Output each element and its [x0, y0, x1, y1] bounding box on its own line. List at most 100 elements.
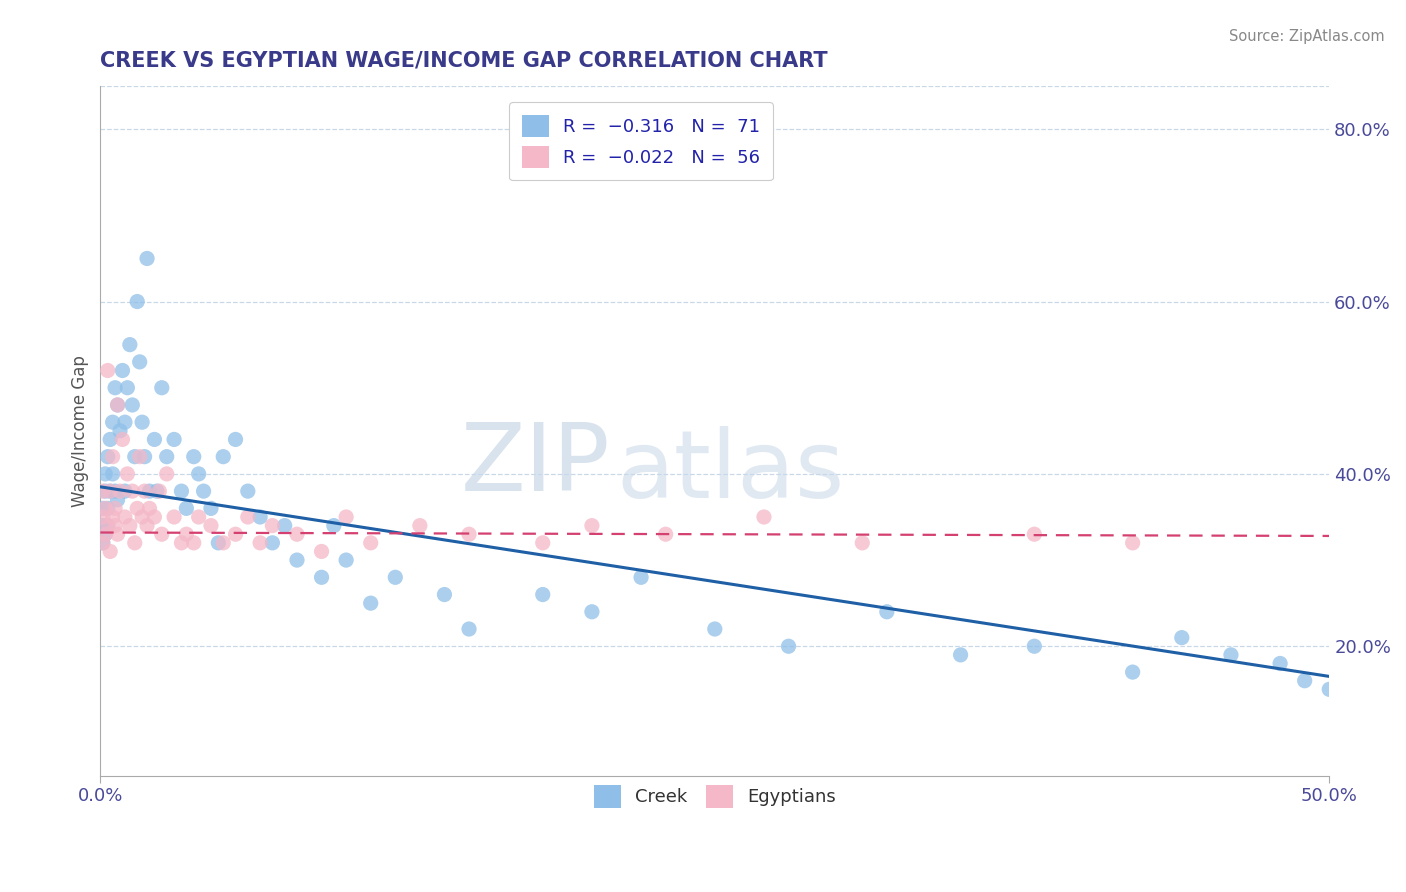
Point: [111, 363, 134, 377]
Point: [127, 294, 149, 309]
Point: [311, 570, 333, 584]
Point: [262, 518, 284, 533]
Point: [91, 518, 114, 533]
Point: [134, 484, 156, 499]
Point: [187, 510, 209, 524]
Point: [124, 536, 146, 550]
Point: [156, 450, 179, 464]
Point: [752, 510, 775, 524]
Point: [101, 450, 124, 464]
Point: [150, 381, 173, 395]
Point: [98, 484, 121, 499]
Point: [778, 639, 800, 653]
Point: [360, 536, 382, 550]
Point: [128, 450, 150, 464]
Point: [335, 553, 357, 567]
Point: [101, 510, 124, 524]
Point: [212, 536, 235, 550]
Point: [138, 501, 160, 516]
Point: [1294, 673, 1316, 688]
Point: [273, 518, 295, 533]
Y-axis label: Wage/Income Gap: Wage/Income Gap: [72, 355, 89, 507]
Point: [127, 501, 149, 516]
Point: [630, 570, 652, 584]
Text: Source: ZipAtlas.com: Source: ZipAtlas.com: [1229, 29, 1385, 44]
Point: [97, 518, 120, 533]
Point: [249, 536, 271, 550]
Point: [236, 510, 259, 524]
Point: [225, 433, 247, 447]
Point: [101, 467, 124, 481]
Point: [108, 484, 131, 499]
Point: [187, 467, 209, 481]
Point: [1219, 648, 1241, 662]
Point: [143, 510, 166, 524]
Point: [200, 501, 222, 516]
Text: ZIP: ZIP: [461, 419, 610, 511]
Point: [138, 484, 160, 499]
Point: [1171, 631, 1194, 645]
Point: [433, 588, 456, 602]
Point: [1024, 527, 1046, 541]
Point: [703, 622, 725, 636]
Point: [91, 536, 114, 550]
Point: [97, 501, 120, 516]
Point: [107, 492, 129, 507]
Point: [409, 518, 432, 533]
Point: [131, 510, 153, 524]
Point: [94, 484, 117, 499]
Point: [163, 510, 186, 524]
Point: [121, 484, 143, 499]
Point: [97, 450, 120, 464]
Point: [949, 648, 972, 662]
Point: [97, 363, 120, 377]
Point: [91, 501, 114, 516]
Point: [117, 381, 139, 395]
Point: [876, 605, 898, 619]
Point: [108, 424, 131, 438]
Point: [458, 622, 481, 636]
Point: [94, 527, 117, 541]
Point: [148, 484, 170, 499]
Point: [98, 484, 121, 499]
Point: [94, 501, 117, 516]
Point: [531, 588, 554, 602]
Point: [104, 501, 127, 516]
Point: [104, 518, 127, 533]
Legend: Creek, Egyptians: Creek, Egyptians: [586, 778, 844, 814]
Point: [107, 527, 129, 541]
Point: [131, 415, 153, 429]
Point: [118, 337, 141, 351]
Point: [128, 355, 150, 369]
Point: [1268, 657, 1291, 671]
Point: [851, 536, 873, 550]
Point: [285, 527, 308, 541]
Point: [136, 518, 159, 533]
Point: [118, 518, 141, 533]
Point: [236, 484, 259, 499]
Point: [98, 433, 121, 447]
Point: [531, 536, 554, 550]
Point: [170, 536, 193, 550]
Point: [146, 484, 169, 499]
Point: [104, 484, 127, 499]
Point: [117, 467, 139, 481]
Point: [94, 467, 117, 481]
Point: [360, 596, 382, 610]
Point: [114, 510, 136, 524]
Point: [97, 518, 120, 533]
Point: [581, 605, 603, 619]
Point: [183, 536, 205, 550]
Text: CREEK VS EGYPTIAN WAGE/INCOME GAP CORRELATION CHART: CREEK VS EGYPTIAN WAGE/INCOME GAP CORREL…: [100, 51, 828, 70]
Point: [91, 510, 114, 524]
Point: [335, 510, 357, 524]
Point: [170, 484, 193, 499]
Text: atlas: atlas: [616, 426, 845, 518]
Point: [114, 484, 136, 499]
Point: [458, 527, 481, 541]
Point: [322, 518, 344, 533]
Point: [1024, 639, 1046, 653]
Point: [183, 450, 205, 464]
Point: [1122, 536, 1144, 550]
Point: [134, 450, 156, 464]
